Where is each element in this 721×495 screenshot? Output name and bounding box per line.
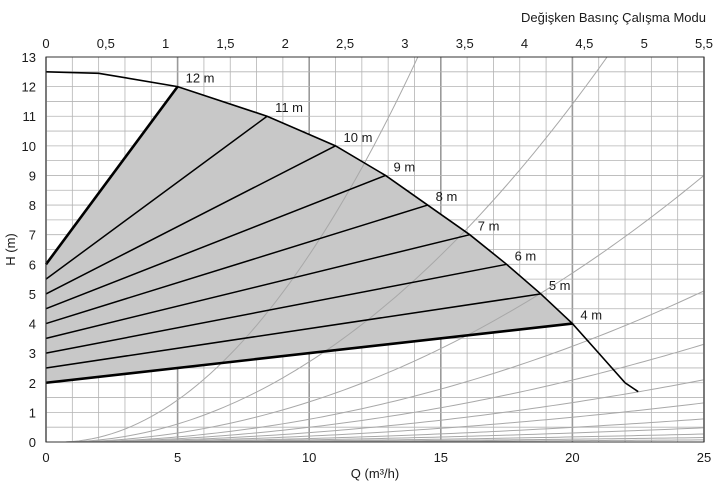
- pressure-line-6m: [45, 263, 507, 354]
- system-curves: [59, 57, 704, 442]
- y-tick-label: 5: [29, 287, 36, 302]
- pressure-line-9m: [45, 174, 386, 310]
- system-curve-4: [59, 290, 704, 442]
- y-tick-label: 10: [22, 139, 36, 154]
- pressure-line-5m: [45, 293, 541, 369]
- x2-tick-label: 5: [641, 36, 648, 51]
- pressure-line-8m: [45, 204, 428, 325]
- pressure-line-11m: [45, 115, 268, 280]
- x2-tick-label: 3,5: [456, 36, 474, 51]
- max-curve: [45, 71, 639, 393]
- curve-label: 5 m: [549, 278, 571, 293]
- y-tick-label: 0: [29, 435, 36, 450]
- x2-tick-label: 4: [521, 36, 528, 51]
- plot-frame: [45, 56, 705, 443]
- system-curve-3: [59, 174, 704, 442]
- y-tick-label: 4: [29, 317, 36, 332]
- pressure-line-10m: [45, 145, 336, 295]
- x2-tick-label: 2,5: [336, 36, 354, 51]
- system-curve-6: [59, 379, 704, 442]
- x2-tick-label: 3: [401, 36, 408, 51]
- curve-label: 4 m: [580, 308, 602, 323]
- x-tick-label: 25: [697, 450, 711, 465]
- x2-tick-label: 4,5: [575, 36, 593, 51]
- y-tick-label: 1: [29, 405, 36, 420]
- curve-label: 6 m: [515, 248, 537, 263]
- curve-label: 9 m: [394, 159, 416, 174]
- y-tick-label: 11: [23, 109, 37, 124]
- y-tick-label: 9: [29, 168, 36, 183]
- top-axis-title: Değişken Basınç Çalışma Modu: [521, 10, 706, 25]
- x2-tick-label: 2: [282, 36, 289, 51]
- curve-label: 10 m: [344, 130, 373, 145]
- curve-label: 12 m: [186, 71, 215, 86]
- x-tick-label: 20: [565, 450, 579, 465]
- x2-tick-label: 0: [42, 36, 49, 51]
- system-curve-2: [59, 57, 608, 442]
- y-tick-label: 7: [29, 228, 36, 243]
- y-tick-label: 8: [29, 198, 36, 213]
- x2-tick-label: 1,5: [216, 36, 234, 51]
- y-tick-label: 13: [22, 50, 36, 65]
- x2-tick-label: 5,5: [695, 36, 713, 51]
- curve-label: 7 m: [478, 219, 500, 234]
- x2-tick-label: 0,5: [97, 36, 115, 51]
- y-tick-label: 3: [29, 346, 36, 361]
- x-tick-label: 5: [174, 450, 181, 465]
- system-curve-5: [59, 343, 704, 442]
- y-tick-label: 6: [29, 257, 36, 272]
- curve-label: 8 m: [436, 189, 458, 204]
- y-tick-label: 12: [22, 80, 36, 95]
- x-tick-label: 0: [42, 450, 49, 465]
- y-tick-label: 2: [29, 376, 36, 391]
- pressure-line-4m: [45, 322, 573, 385]
- y-axis-title: H (m): [3, 233, 18, 266]
- system-curve-1: [59, 57, 419, 442]
- x-tick-label: 15: [434, 450, 448, 465]
- pressure-line-12m: [44, 85, 179, 266]
- x-axis-title: Q (m³/h): [351, 466, 399, 481]
- curve-label: 11 m: [275, 100, 303, 115]
- pressure-line-7m: [45, 233, 470, 340]
- x2-tick-label: 1: [162, 36, 169, 51]
- x-tick-label: 10: [302, 450, 316, 465]
